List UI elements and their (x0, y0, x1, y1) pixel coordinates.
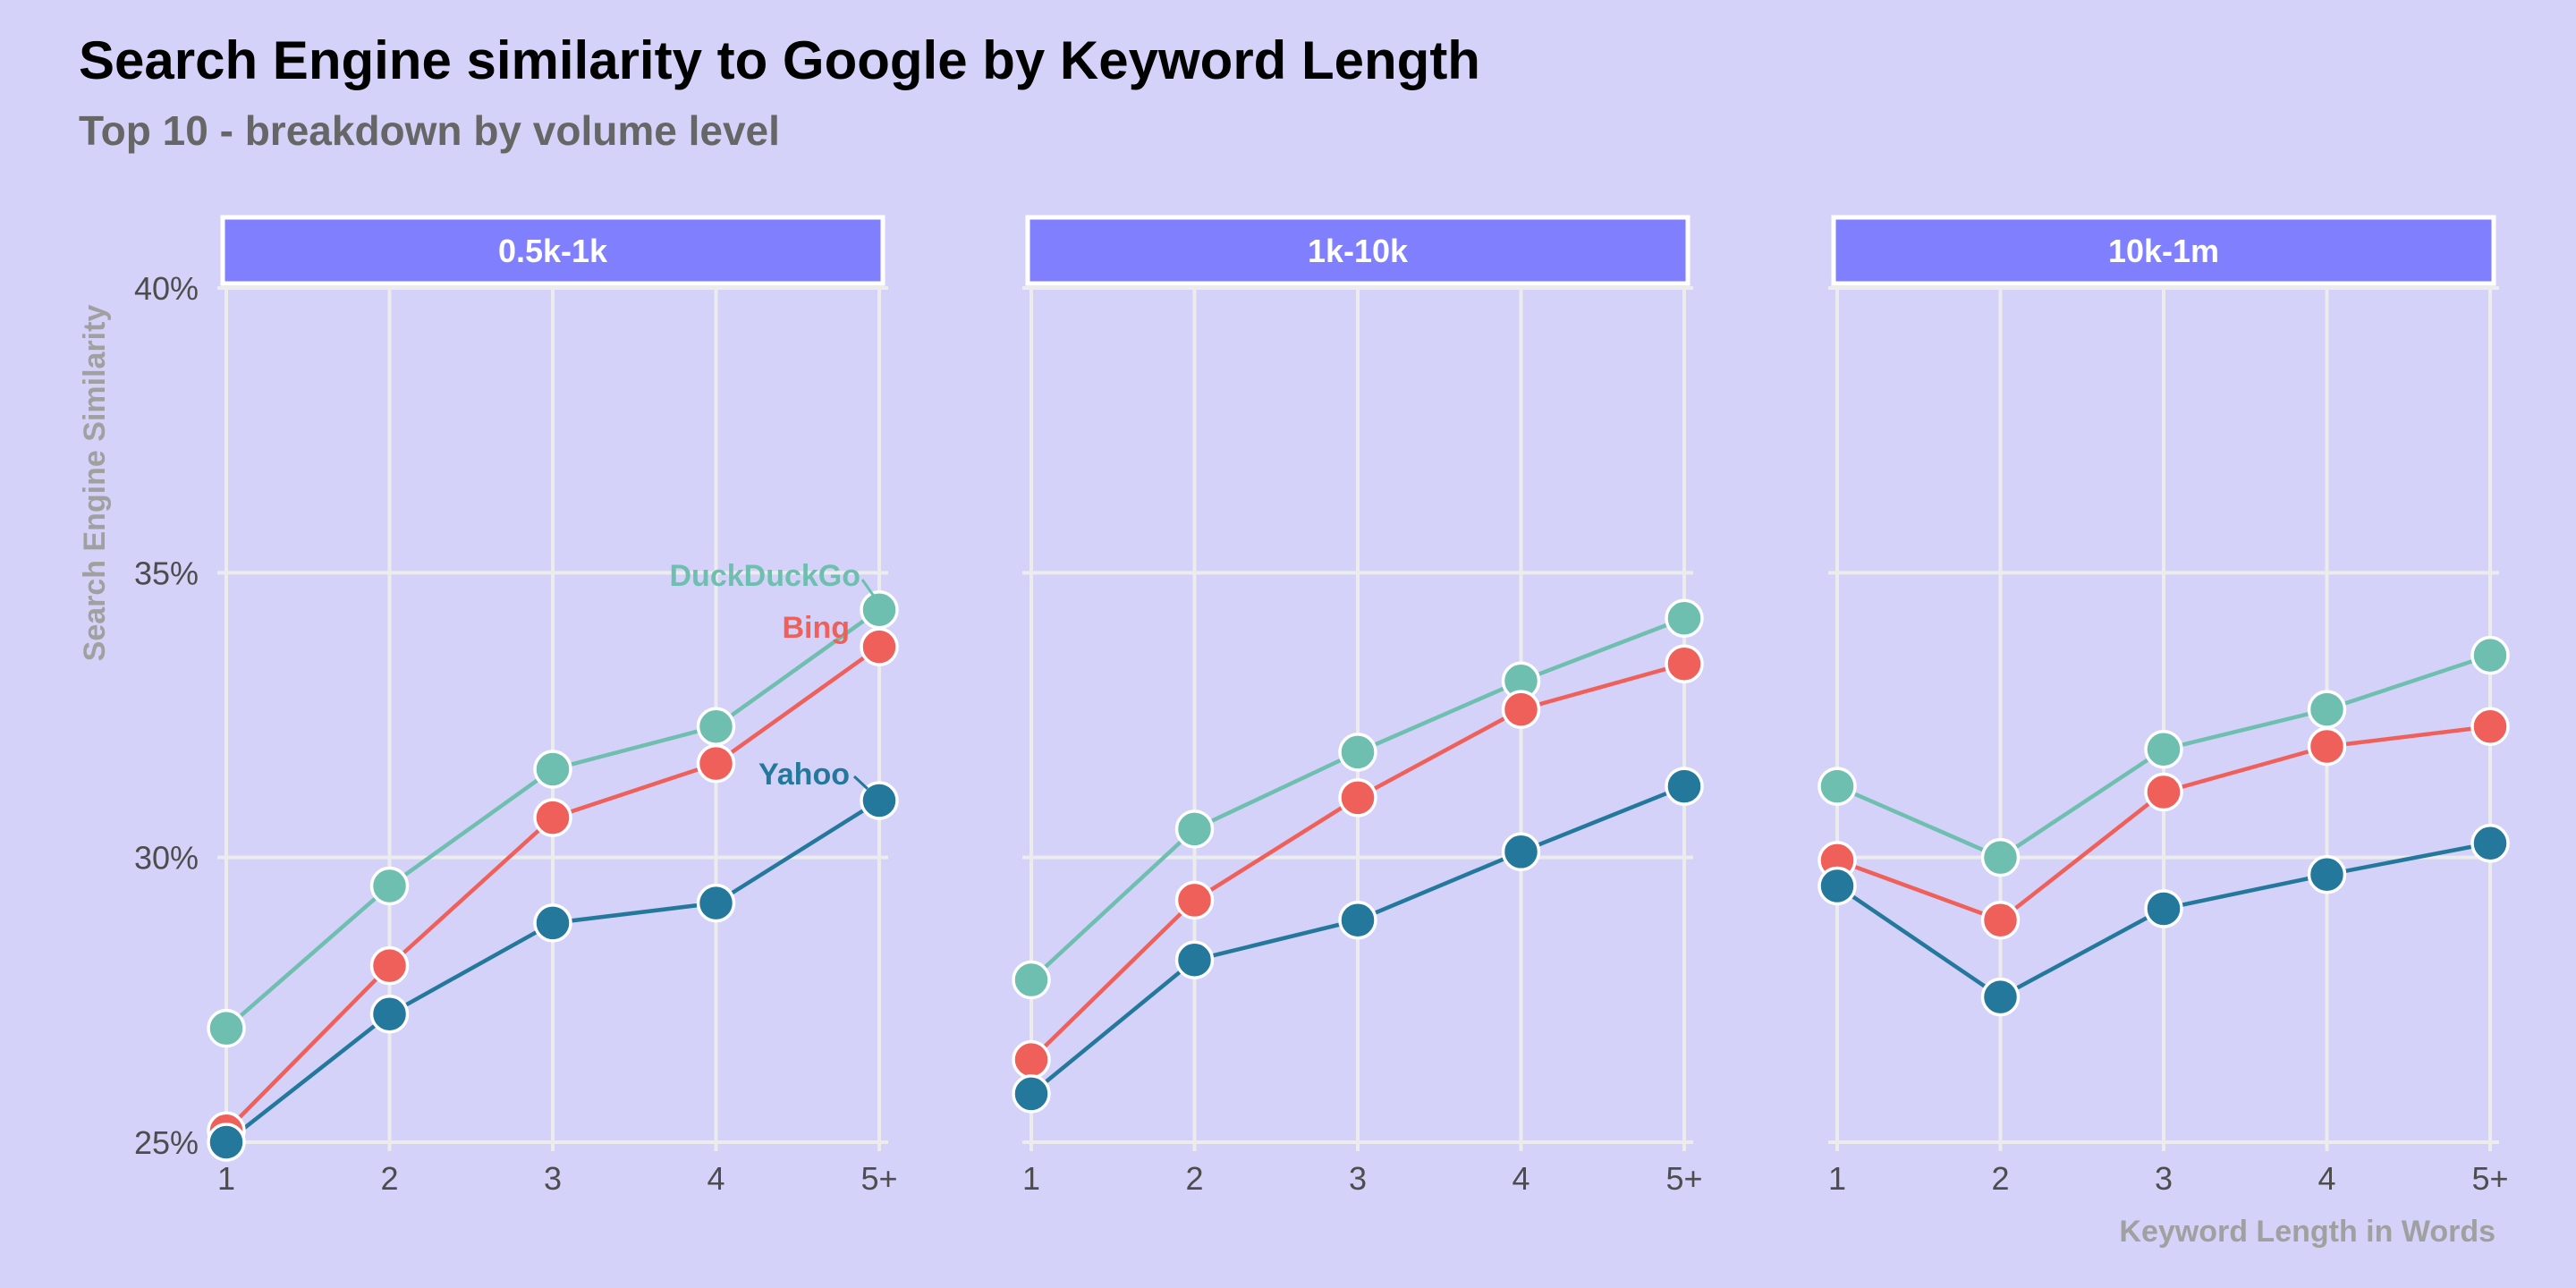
data-point-duckduckgo (533, 750, 572, 789)
series-label-leader (852, 775, 869, 791)
data-point-duckduckgo (369, 866, 410, 906)
data-point-yahoo (2470, 824, 2510, 863)
chart-title: Search Engine similarity to Google by Ke… (79, 30, 1480, 90)
series-label-leader (860, 579, 877, 598)
x-tick-label: 3 (1349, 1160, 1367, 1197)
data-point-bing (860, 627, 899, 666)
facet-strip (1831, 215, 2496, 286)
data-point-duckduckgo (1980, 837, 2021, 877)
x-tick-label: 2 (380, 1160, 398, 1197)
data-point-yahoo (369, 995, 410, 1034)
x-tick-label: 1 (217, 1160, 235, 1197)
data-point-duckduckgo (2144, 729, 2183, 769)
data-point-bing (1174, 880, 1215, 920)
x-tick-label: 5+ (2471, 1160, 2508, 1197)
x-tick-label: 3 (2155, 1160, 2173, 1197)
y-tick-label: 35% (134, 555, 199, 591)
data-point-yahoo (533, 903, 572, 943)
x-tick-label: 1 (1022, 1160, 1040, 1197)
chart-subtitle: Top 10 - breakdown by volume level (79, 107, 780, 154)
facet-strip-label: 10k-1m (2108, 233, 2219, 269)
data-point-bing (2470, 707, 2510, 746)
data-point-bing (2307, 726, 2347, 767)
data-point-duckduckgo (2470, 635, 2510, 675)
x-tick-label: 5+ (1665, 1160, 1702, 1197)
x-tick-label: 5+ (860, 1160, 897, 1197)
data-point-bing (533, 798, 572, 837)
data-point-yahoo (1818, 866, 1857, 906)
data-point-yahoo (1665, 767, 1704, 806)
data-point-yahoo (1174, 940, 1215, 980)
y-axis-title: Search Engine Similarity (78, 305, 112, 662)
data-point-duckduckgo (1818, 767, 1857, 806)
data-point-yahoo (1338, 900, 1377, 940)
facet-strip (1025, 215, 1690, 286)
facet-panel-1: 1 2 3 4 5+ 0.5k-1k (207, 215, 899, 1197)
data-point-duckduckgo (1012, 960, 1051, 1000)
facet-panel-2: 1 2 3 4 5+ 1k-10k (1012, 215, 1704, 1197)
data-point-duckduckgo (696, 707, 736, 746)
x-tick-label: 4 (2318, 1160, 2335, 1197)
series-label-duckduckgo: DuckDuckGo (670, 559, 861, 593)
y-tick-label: 40% (134, 270, 199, 307)
facet-strip (220, 215, 886, 286)
data-point-duckduckgo (1174, 809, 1215, 849)
x-tick-label: 4 (707, 1160, 724, 1197)
y-tick-label: 25% (134, 1124, 199, 1161)
series-label-bing: Bing (782, 611, 850, 645)
data-point-bing (1012, 1039, 1051, 1080)
data-point-duckduckgo (1665, 598, 1704, 639)
data-point-yahoo (1501, 832, 1541, 872)
y-tick-label: 30% (134, 840, 199, 877)
x-tick-label: 2 (1991, 1160, 2009, 1197)
data-point-duckduckgo (1338, 733, 1377, 772)
facet-strip-label: 1k-10k (1308, 233, 1409, 269)
data-point-bing (1665, 644, 1704, 683)
data-point-duckduckgo (2307, 690, 2347, 729)
x-tick-label: 3 (544, 1160, 562, 1197)
x-tick-label: 4 (1512, 1160, 1530, 1197)
x-tick-label: 1 (1828, 1160, 1846, 1197)
facet-panel-3: 1 2 3 4 5+ 10k-1m (1818, 215, 2510, 1197)
data-point-yahoo (1012, 1074, 1051, 1114)
data-point-bing (1501, 690, 1541, 729)
data-point-yahoo (2307, 855, 2347, 894)
facet-strip-label: 0.5k-1k (498, 233, 608, 269)
data-point-yahoo (860, 781, 899, 820)
data-point-bing (696, 743, 736, 784)
data-point-yahoo (696, 883, 736, 923)
data-point-yahoo (207, 1123, 246, 1162)
data-point-bing (2144, 772, 2183, 812)
x-axis-title: Keyword Length in Words (2119, 1215, 2496, 1249)
x-tick-label: 2 (1185, 1160, 1203, 1197)
data-point-bing (369, 945, 410, 986)
series-label-yahoo: Yahoo (758, 758, 850, 792)
data-point-yahoo (1980, 977, 2021, 1017)
data-point-yahoo (2144, 889, 2183, 928)
data-point-duckduckgo (860, 589, 899, 630)
data-point-bing (1338, 778, 1377, 818)
plot-area: 25% 30% 35% 40% 1 2 3 4 5+ 0.5k-1k 1 2 3 4 5+ 1k-10k 1 2 3… (134, 215, 2510, 1197)
data-point-bing (1980, 900, 2021, 940)
data-point-duckduckgo (207, 1008, 246, 1048)
